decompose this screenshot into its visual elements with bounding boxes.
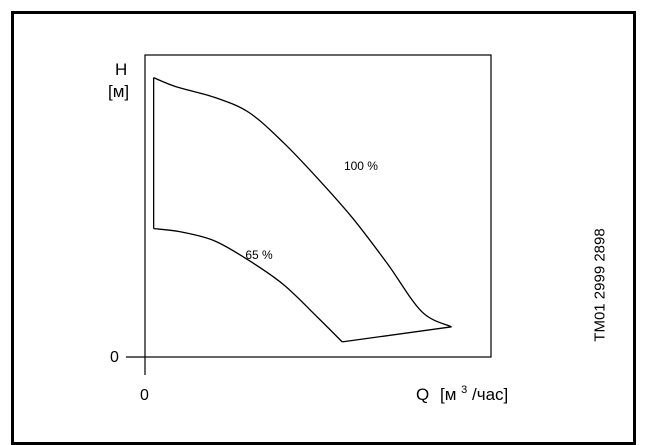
plot-area — [144, 54, 492, 358]
series-label-65: 65 % — [245, 248, 273, 262]
y-axis-unit: [м] — [108, 82, 129, 101]
y-axis-label: H — [115, 60, 127, 79]
x-axis-unit-prefix: [м — [440, 385, 456, 404]
y-tick-label-0: 0 — [110, 349, 119, 366]
series-line-100 — [153, 77, 452, 328]
x-axis-unit-superscript: 3 — [461, 384, 467, 396]
document-code: TM01 2999 2898 — [591, 228, 609, 342]
x-axis-symbol: Q — [416, 385, 429, 404]
x-axis-unit-suffix: /час] — [472, 385, 508, 404]
series-line-65 — [153, 228, 343, 343]
boundary-line-bottom — [342, 326, 452, 343]
series-layer: 100 % 65 % — [152, 77, 452, 343]
x-axis-label: Q [м 3 /час] — [416, 378, 508, 404]
x-tick-label-0: 0 — [140, 387, 149, 404]
series-label-100: 100 % — [344, 159, 378, 173]
